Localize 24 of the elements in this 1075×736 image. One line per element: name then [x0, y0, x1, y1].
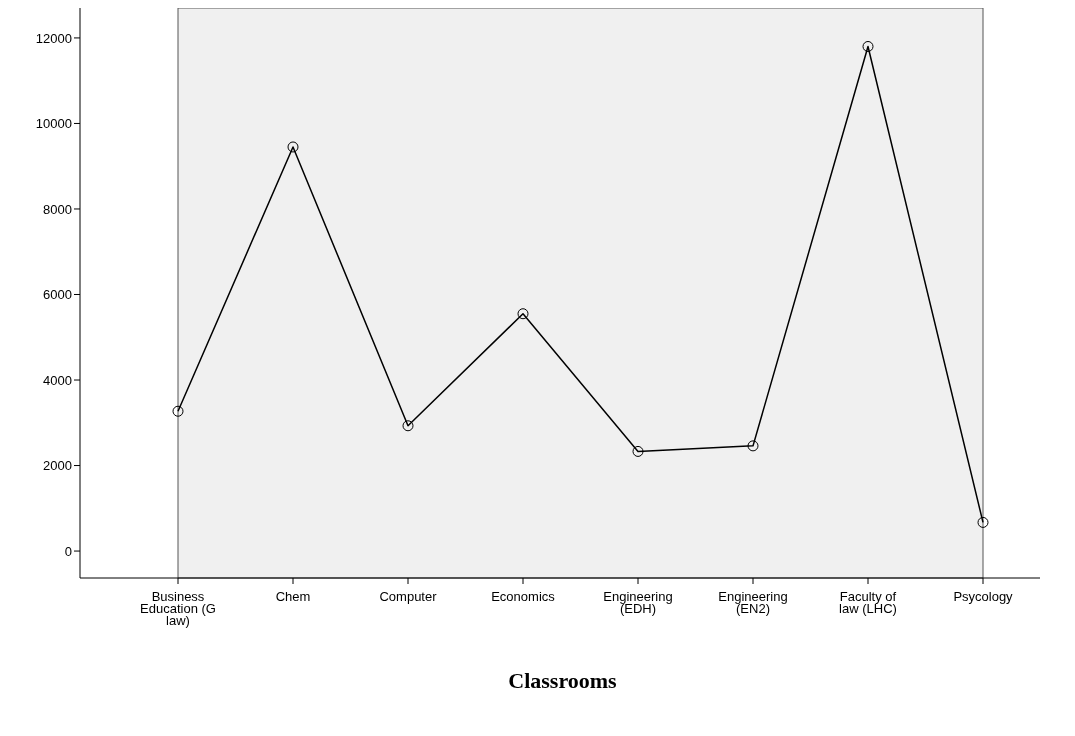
point [172, 405, 184, 417]
point [747, 440, 759, 452]
point [977, 516, 989, 528]
x-tick-label: Faculty of law (LHC) [839, 589, 897, 616]
point [862, 40, 874, 52]
point [287, 141, 299, 153]
y-tick-label: 4000 [43, 372, 72, 388]
y-tick-label: 6000 [43, 287, 72, 303]
point [402, 420, 414, 432]
x-tick-label: Business Education (G law) [140, 589, 216, 628]
y-tick-label: 0 [64, 543, 72, 559]
y-tick-label: 2000 [43, 458, 72, 474]
x-tick-label: Chem [275, 589, 311, 604]
y-tick-label: 8000 [43, 201, 72, 217]
x-tick-label: Economics [491, 589, 556, 604]
point [632, 445, 644, 457]
x-tick-label: Engineering (EN2) [718, 589, 788, 616]
x-tick-label: Psycology [953, 589, 1014, 604]
point [517, 308, 529, 320]
y-tick-label: 12000 [35, 30, 72, 46]
x-axis-title: Classrooms [507, 668, 618, 694]
x-tick-label: Engineering (EDH) [603, 589, 673, 616]
x-tick-label: Computer [379, 589, 438, 604]
y-tick-label: 10000 [35, 116, 72, 132]
